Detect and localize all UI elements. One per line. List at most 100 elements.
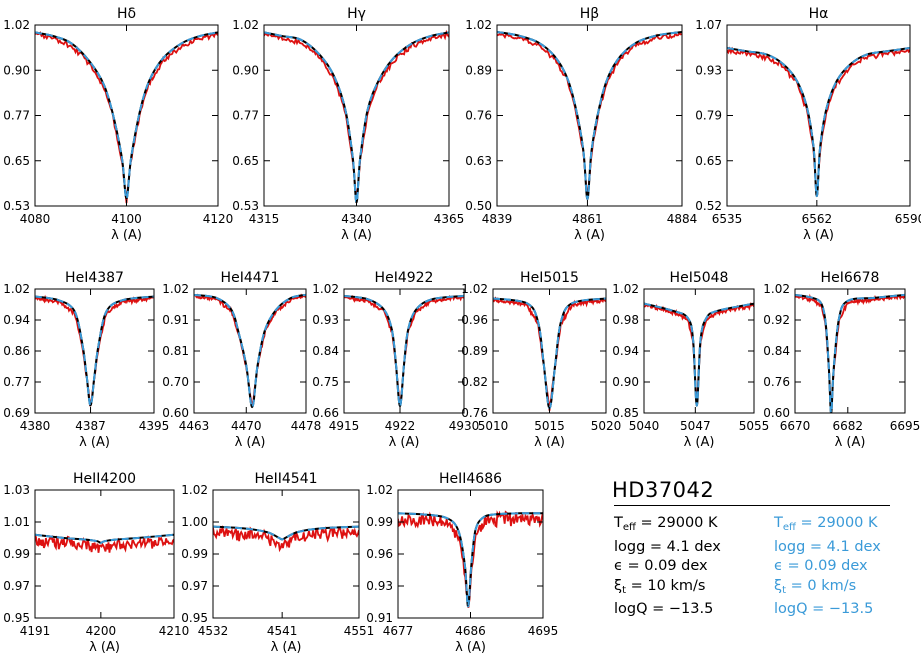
blue-logg: logg = 4.1 dex (774, 538, 881, 555)
black-logg: logg = 4.1 dex (614, 538, 721, 555)
observed-spectrum (35, 294, 154, 407)
blue-microturbulence: ξt = 0 km/s (774, 577, 857, 596)
model-black-line (795, 293, 905, 413)
y-tick-label: 0.97 (3, 579, 30, 593)
observed-spectrum (493, 296, 606, 411)
x-tick-label: 4551 (344, 624, 375, 638)
y-tick-label: 0.93 (695, 63, 722, 77)
y-tick-label: 0.60 (763, 406, 790, 420)
x-tick-label: 4695 (528, 624, 559, 638)
observed-spectrum (213, 524, 359, 553)
x-tick-label: 4340 (341, 212, 372, 226)
model-blue-dashed-line (264, 31, 449, 204)
panel-h: 4080 4100 4120 0.53 0.65 0.77 0.90 1.02 Hδ λ (A) (3, 6, 233, 243)
y-tick-label: 0.65 (232, 154, 259, 168)
y-tick-label: 0.53 (3, 199, 30, 213)
y-tick-label: 0.84 (312, 344, 339, 358)
plot-frame (794, 288, 906, 414)
y-tick-label: 0.86 (3, 344, 30, 358)
y-tick-label: 0.65 (695, 154, 722, 168)
observed-spectrum (35, 31, 218, 204)
x-axis-label: λ (A) (684, 435, 715, 450)
y-tick-label: 0.50 (465, 199, 492, 213)
panel-h: 4839 4861 4884 0.50 0.63 0.76 0.89 1.02 Hβ λ (A) (465, 6, 697, 243)
x-tick-label: 4930 (449, 419, 480, 433)
y-tick-label: 1.00 (181, 515, 208, 529)
y-tick-label: 0.99 (366, 515, 393, 529)
panel-hei6678: 6670 6682 6695 0.60 0.76 0.84 0.92 1.02 HeI6678 λ… (763, 270, 920, 450)
y-tick-label: 0.96 (461, 313, 488, 327)
x-axis-label: λ (A) (79, 435, 110, 450)
y-tick-label: 1.03 (3, 483, 30, 497)
y-tick-label: 0.60 (162, 406, 189, 420)
panel-title: HeI6678 (821, 270, 880, 286)
observed-spectrum (264, 29, 449, 202)
panel-hei4387: 4380 4387 4395 0.69 0.77 0.86 0.94 1.02 HeI4387 λ… (3, 270, 169, 450)
y-tick-label: 0.77 (3, 375, 30, 389)
model-black-line (644, 302, 754, 407)
x-tick-label: 4677 (383, 624, 414, 638)
plot-frame (397, 489, 544, 619)
x-tick-label: 6670 (780, 419, 811, 433)
x-tick-label: 5040 (629, 419, 660, 433)
x-axis-label: λ (A) (835, 435, 866, 450)
model-blue-dashed-line (497, 31, 682, 201)
x-tick-label: 4380 (20, 419, 51, 433)
x-tick-label: 4315 (249, 212, 280, 226)
model-blue-dashed-line (213, 525, 359, 541)
x-tick-label: 4120 (203, 212, 234, 226)
x-tick-label: 4191 (20, 624, 51, 638)
y-tick-label: 0.77 (232, 109, 259, 123)
y-tick-label: 1.02 (181, 483, 208, 497)
y-tick-label: 1.01 (3, 515, 30, 529)
y-tick-label: 0.96 (366, 547, 393, 561)
panel-title: HeII4541 (254, 471, 317, 487)
x-tick-label: 4100 (111, 212, 142, 226)
legend-box: HD37042 Teff = 29000 K logg = 4.1 dex ϵ … (612, 478, 892, 618)
panel-title: HeII4200 (73, 471, 136, 487)
panel-hei5048: 5040 5047 5055 0.85 0.90 0.94 0.98 1.02 HeI5048 λ… (612, 270, 769, 450)
y-tick-label: 0.99 (181, 547, 208, 561)
plot-frame (212, 489, 360, 619)
y-tick-label: 0.79 (695, 109, 722, 123)
x-tick-label: 5010 (478, 419, 509, 433)
x-axis-label: λ (A) (389, 435, 420, 450)
y-tick-label: 1.02 (366, 483, 393, 497)
panel-title: HeI5048 (670, 270, 729, 286)
panel-title: HeI4922 (375, 270, 434, 286)
x-tick-label: 4922 (385, 419, 416, 433)
y-tick-label: 0.94 (612, 344, 639, 358)
y-tick-label: 0.89 (461, 344, 488, 358)
y-tick-label: 0.66 (312, 406, 339, 420)
y-tick-label: 0.90 (612, 375, 639, 389)
y-tick-label: 0.63 (465, 154, 492, 168)
blue-model-params: Teff = 29000 K logg = 4.1 dex ϵ = 0.09 d… (774, 514, 881, 620)
x-tick-label: 4080 (20, 212, 51, 226)
x-tick-label: 4210 (159, 624, 190, 638)
legend-divider (614, 505, 890, 506)
observed-spectrum (35, 534, 174, 553)
panel-hei5015: 5010 5015 5020 0.76 0.82 0.89 0.96 1.02 HeI5015 λ… (461, 270, 621, 450)
x-tick-label: 4387 (75, 419, 106, 433)
plot-frame (34, 288, 155, 414)
y-tick-label: 0.52 (695, 199, 722, 213)
y-tick-label: 0.75 (312, 375, 339, 389)
model-blue-dashed-line (493, 297, 606, 410)
y-tick-label: 0.94 (3, 313, 30, 327)
y-tick-label: 0.95 (181, 611, 208, 625)
model-black-line (344, 294, 464, 408)
model-blue-dashed-line (35, 31, 218, 200)
y-tick-label: 0.77 (3, 109, 30, 123)
y-tick-label: 0.93 (366, 579, 393, 593)
y-tick-label: 1.02 (465, 18, 492, 32)
model-blue-dashed-line (344, 294, 464, 408)
x-tick-label: 4541 (267, 624, 298, 638)
y-tick-label: 0.97 (181, 579, 208, 593)
black-teff: Teff = 29000 K (614, 515, 718, 533)
star-name: HD37042 (612, 478, 715, 502)
panel-title: Hβ (580, 6, 599, 22)
model-black-line (35, 31, 218, 200)
observed-spectrum (344, 294, 464, 406)
panel-heii4541: 4532 4541 4551 0.95 0.97 0.99 1.00 1.02 HeII4541… (181, 471, 374, 655)
observed-spectrum (398, 510, 543, 608)
